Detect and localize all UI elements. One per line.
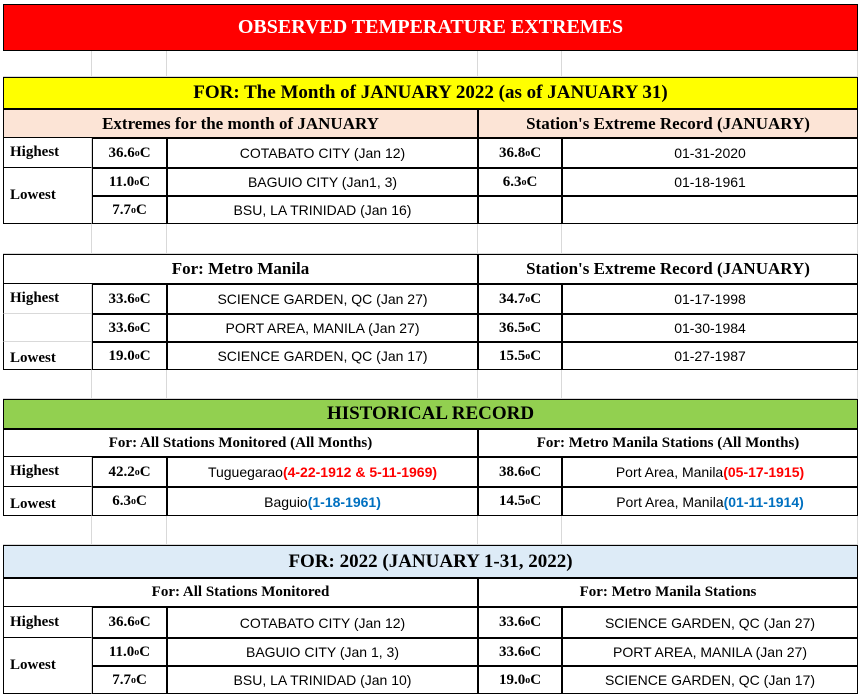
spacer-cell (478, 224, 562, 254)
spacer-cell (167, 224, 478, 254)
spacer-cell (3, 516, 92, 545)
year-2022-header: FOR: 2022 (JANUARY 1-31, 2022) (3, 545, 858, 578)
record-date: 01-31-2020 (562, 138, 858, 168)
temperature-value: 7.7 o C (92, 196, 167, 224)
lowest-label: Lowest (3, 638, 92, 694)
spacer-cell (478, 51, 562, 77)
spacer-cell (562, 51, 858, 77)
record-dates: (01-11-1914) (723, 493, 804, 510)
historical-right-header: For: Metro Manila Stations (All Months) (478, 429, 858, 457)
station-name: Port Area, Manila (05-17-1915) (562, 457, 858, 487)
spacer-cell (3, 51, 92, 77)
station-name: Baguio (1-18-1961) (167, 487, 478, 516)
station-name: SCIENCE GARDEN, QC (Jan 17) (167, 342, 478, 370)
record-value: 15.5 o C (478, 342, 562, 370)
lowest-label: Lowest (3, 168, 92, 224)
historical-record-header: HISTORICAL RECORD (3, 399, 858, 429)
empty-cell (562, 196, 858, 224)
spacer-cell (167, 516, 478, 545)
spacer-cell (92, 370, 167, 399)
station-name: BSU, LA TRINIDAD (Jan 16) (167, 196, 478, 224)
section2-right-header: Station's Extreme Record (JANUARY) (478, 254, 858, 284)
empty-cell (478, 196, 562, 224)
temperature-value: 7.7 o C (92, 666, 167, 694)
highest-label: Highest (3, 607, 92, 638)
station-name: Tuguegarao (4-22-1912 & 5-11-1969) (167, 457, 478, 487)
station-name: COTABATO CITY (Jan 12) (167, 607, 478, 638)
record-value: 6.3 o C (478, 168, 562, 196)
empty-cell (3, 314, 92, 342)
station-name: BSU, LA TRINIDAD (Jan 10) (167, 666, 478, 694)
highest-label: Highest (3, 138, 92, 168)
highest-label: Highest (3, 457, 92, 487)
station-name: PORT AREA, MANILA (Jan 27) (562, 638, 858, 666)
record-dates: (4-22-1912 & 5-11-1969) (282, 464, 438, 480)
spacer-cell (3, 370, 92, 399)
section1-right-header: Station's Extreme Record (JANUARY) (478, 109, 858, 138)
spacer-cell (562, 224, 858, 254)
historical-left-header: For: All Stations Monitored (All Months) (3, 429, 478, 457)
spacer-cell (92, 224, 167, 254)
record-date: 01-18-1961 (562, 168, 858, 196)
year-2022-left-header: For: All Stations Monitored (3, 578, 478, 607)
record-value: 34.7 o C (478, 284, 562, 314)
temperature-value: 36.6 o C (92, 607, 167, 638)
spacer-cell (3, 224, 92, 254)
record-value: 36.8 o C (478, 138, 562, 168)
record-value: 36.5 o C (478, 314, 562, 342)
year-2022-right-header: For: Metro Manila Stations (478, 578, 858, 607)
station-name: PORT AREA, MANILA (Jan 27) (167, 314, 478, 342)
spacer-cell (92, 51, 167, 77)
spacer-cell (478, 516, 562, 545)
temperature-value: 36.6 o C (92, 138, 167, 168)
record-date: 01-17-1998 (562, 284, 858, 314)
spacer-cell (562, 516, 858, 545)
period-header: FOR: The Month of JANUARY 2022 (as of JA… (3, 77, 858, 109)
lowest-label: Lowest (3, 342, 92, 370)
temperature-value: 11.0 o C (92, 168, 167, 196)
spacer-cell (167, 51, 478, 77)
spacer-cell (478, 370, 562, 399)
record-dates: (1-18-1961) (307, 493, 381, 510)
spacer-cell (92, 516, 167, 545)
highest-label: Highest (3, 284, 92, 314)
station-name: Port Area, Manila (01-11-1914) (562, 487, 858, 516)
temperature-value: 11.0 o C (92, 638, 167, 666)
station-name: COTABATO CITY (Jan 12) (167, 138, 478, 168)
section2-left-header: For: Metro Manila (3, 254, 478, 284)
station-name: BAGUIO CITY (Jan1, 3) (167, 168, 478, 196)
section1-left-header: Extremes for the month of JANUARY (3, 109, 478, 138)
page-title: OBSERVED TEMPERATURE EXTREMES (3, 4, 858, 51)
station-name: BAGUIO CITY (Jan 1, 3) (167, 638, 478, 666)
record-dates: (05-17-1915) (723, 464, 805, 480)
station-name: SCIENCE GARDEN, QC (Jan 27) (167, 284, 478, 314)
station-name: SCIENCE GARDEN, QC (Jan 27) (562, 607, 858, 638)
spacer-cell (167, 370, 478, 399)
station-name: SCIENCE GARDEN, QC (Jan 17) (562, 666, 858, 694)
lowest-label: Lowest (3, 487, 92, 516)
record-date: 01-30-1984 (562, 314, 858, 342)
spacer-cell (562, 370, 858, 399)
record-date: 01-27-1987 (562, 342, 858, 370)
